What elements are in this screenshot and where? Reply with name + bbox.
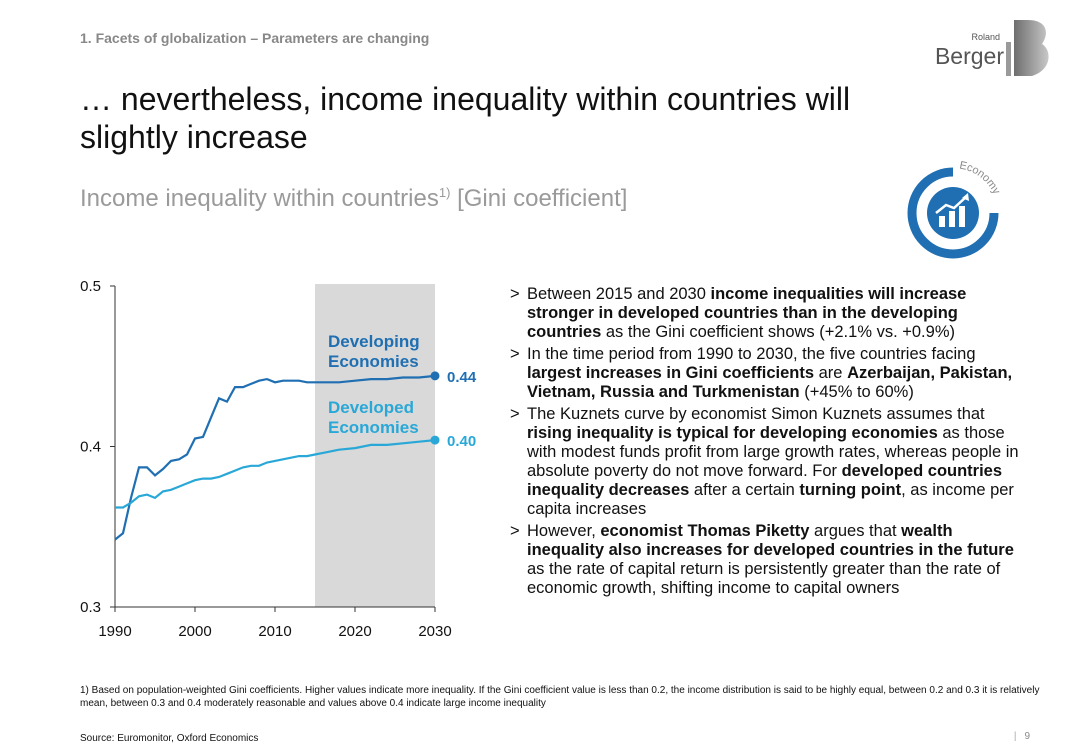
chart-subtitle: Income inequality within countries1) [Gi… bbox=[80, 185, 627, 213]
series-end-label: 0.40 bbox=[447, 433, 476, 450]
finding-bullet: Between 2015 and 2030 income inequalitie… bbox=[510, 285, 1020, 342]
bullet-text: However, bbox=[527, 522, 601, 540]
bullet-text: after a certain bbox=[689, 481, 800, 499]
bullet-text: are bbox=[814, 364, 848, 382]
logo-text-big: Berger bbox=[934, 43, 1004, 69]
bullet-text: argues that bbox=[809, 522, 902, 540]
series-label: Economies bbox=[328, 418, 419, 437]
finding-bullet: However, economist Thomas Piketty argues… bbox=[510, 522, 1020, 598]
y-tick-label: 0.3 bbox=[80, 599, 101, 616]
logo-b-mark-icon bbox=[1006, 20, 1049, 76]
page-number: | 9 bbox=[1013, 731, 1030, 742]
bar-chart-growth-icon bbox=[935, 193, 969, 227]
x-tick-label: 2000 bbox=[178, 623, 211, 640]
bullet-bold-text: economist Thomas Piketty bbox=[600, 522, 810, 540]
bullet-text: In the time period from 1990 to 2030, th… bbox=[527, 345, 976, 363]
bullet-bold-text: wealth inequality also increases for dev… bbox=[527, 522, 1014, 559]
page-number-value: 9 bbox=[1024, 731, 1030, 742]
section-header: 1. Facets of globalization – Parameters … bbox=[80, 30, 430, 46]
bullet-text: as the Gini coefficient shows (+2.1% vs.… bbox=[601, 323, 955, 341]
roland-berger-logo: Roland Berger bbox=[935, 20, 1056, 76]
y-tick-label: 0.5 bbox=[80, 278, 101, 295]
logo-text-small: Roland bbox=[971, 32, 1000, 42]
series-end-label: 0.44 bbox=[447, 369, 477, 386]
bullet-text: Between 2015 and 2030 bbox=[527, 285, 711, 303]
bullet-text: , as income per capita increases bbox=[527, 481, 1014, 518]
page-title: … nevertheless, income inequality within… bbox=[80, 81, 851, 155]
badge-ring bbox=[907, 167, 999, 259]
bullet-text: as those with modest funds profit from l… bbox=[527, 424, 1019, 480]
bullet-bold-text: rising inequality is typical for develop… bbox=[527, 424, 938, 442]
bullet-text: as the rate of capital return is persist… bbox=[527, 560, 1001, 597]
series-end-point bbox=[430, 371, 440, 381]
finding-bullet: In the time period from 1990 to 2030, th… bbox=[510, 345, 1020, 402]
gini-line-chart: 0.3 0.4 0.5 1990 2000 2010 2020 2030 0.44 Develop… bbox=[80, 278, 477, 640]
series-end-point bbox=[430, 435, 440, 445]
x-tick-label: 1990 bbox=[98, 623, 131, 640]
bullet-bold-text: Azerbaijan, Pakistan, Vietnam, Russia an… bbox=[527, 364, 1013, 401]
source-note: Source: Euromonitor, Oxford Economics bbox=[80, 733, 259, 744]
y-tick-label: 0.4 bbox=[80, 439, 101, 456]
subtitle-unit: [Gini coefficient] bbox=[450, 185, 628, 212]
x-tick-label: 2030 bbox=[418, 623, 451, 640]
series-label: Developing bbox=[328, 332, 420, 351]
bullet-text: (+45% to 60%) bbox=[799, 383, 914, 401]
finding-bullet: The Kuznets curve by economist Simon Kuz… bbox=[510, 405, 1020, 519]
x-tick-label: 2020 bbox=[338, 623, 371, 640]
series-label: Economies bbox=[328, 352, 419, 371]
bullet-bold-text: income inequalities will increase strong… bbox=[527, 285, 967, 341]
bullet-text: The Kuznets curve by economist Simon Kuz… bbox=[527, 405, 985, 423]
subtitle-main: Income inequality within countries bbox=[80, 185, 439, 212]
key-findings-list: Between 2015 and 2030 income inequalitie… bbox=[510, 285, 1020, 601]
series-label: Developed bbox=[328, 398, 414, 417]
bullet-bold-text: developed countries inequality decreases bbox=[527, 462, 1003, 499]
bullet-bold-text: turning point bbox=[799, 481, 902, 499]
series-line-developed bbox=[115, 439, 436, 509]
footnote: 1) Based on population-weighted Gini coe… bbox=[80, 685, 1040, 709]
economy-badge: Economy bbox=[907, 159, 1002, 259]
x-tick-label: 2010 bbox=[258, 623, 291, 640]
subtitle-footnote-mark: 1) bbox=[438, 185, 451, 200]
bullet-bold-text: largest increases in Gini coefficients bbox=[527, 364, 815, 382]
series-line-developing bbox=[114, 374, 436, 541]
